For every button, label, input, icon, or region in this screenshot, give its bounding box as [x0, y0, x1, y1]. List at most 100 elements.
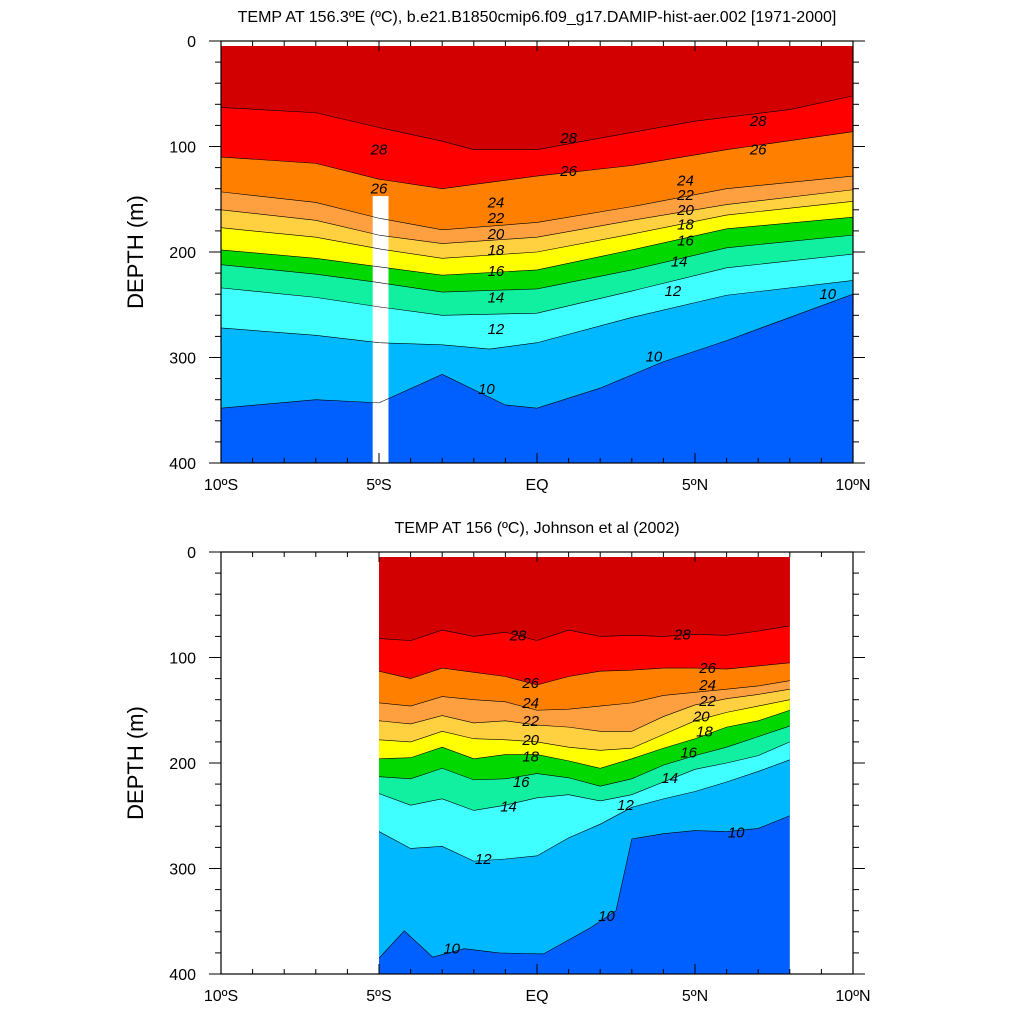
contour-label-20: 20	[676, 202, 694, 219]
contour-label-12: 12	[665, 283, 682, 300]
contour-label-16: 16	[680, 744, 697, 761]
contour-26	[221, 131, 853, 190]
contour-label-16: 16	[488, 263, 505, 280]
contour-label-18: 18	[696, 723, 713, 740]
contour-label-10: 10	[819, 286, 836, 303]
contour-label-18: 18	[522, 749, 539, 766]
contour-label-14: 14	[500, 798, 517, 815]
x-tick-label: 5ºN	[682, 988, 708, 1005]
y-tick-label: 400	[169, 456, 196, 473]
missing-data-column	[372, 196, 389, 463]
contour-label-28: 28	[673, 626, 691, 643]
contour-label-18: 18	[488, 242, 505, 259]
panel-top: TEMP AT 156.3ºE (ºC), b.e21.B1850cmip6.f…	[123, 9, 871, 494]
contour-20	[221, 201, 853, 259]
contour-label-10: 10	[478, 381, 495, 398]
contour-label-28: 28	[370, 142, 388, 159]
contour-label-14: 14	[488, 289, 505, 306]
contour-labels-bottom: 28 28262624242222202018181616141412121010…	[443, 626, 745, 957]
contour-18	[378, 709, 790, 769]
x-tick-label: 5ºN	[682, 477, 708, 494]
contour-label-18: 18	[677, 217, 694, 234]
contour-fills-top	[221, 41, 853, 463]
contour-26	[378, 662, 790, 686]
contour-18	[221, 216, 853, 276]
contour-label-26: 26	[559, 163, 577, 180]
contour-28	[221, 95, 853, 150]
contour-label-10: 10	[646, 348, 663, 365]
contour-label-10: 10	[443, 941, 460, 958]
contour-label-12: 12	[488, 321, 505, 338]
x-tick-label: EQ	[525, 988, 548, 1005]
contour-label-16: 16	[513, 774, 530, 791]
contour-22	[221, 189, 853, 244]
band-28	[379, 557, 790, 641]
contour-label-26: 26	[370, 181, 388, 198]
contour-label-26: 26	[698, 660, 716, 677]
contour-label-20: 20	[692, 709, 710, 726]
chart-title-bottom: TEMP AT 156 (ºC), Johnson et al (2002)	[394, 520, 679, 537]
x-tick-label: 5ºS	[366, 477, 391, 494]
contour-10	[378, 815, 790, 959]
y-axis-label-bottom: DEPTH (m)	[123, 706, 148, 820]
contour-label-28: 28	[559, 130, 577, 147]
x-tick-label: 10ºN	[835, 988, 870, 1005]
contour-label-22: 22	[676, 187, 694, 204]
chart-title-top: TEMP AT 156.3ºE (ºC), b.e21.B1850cmip6.f…	[238, 9, 837, 26]
x-tick-label: 5ºS	[366, 988, 391, 1005]
panel-bottom: TEMP AT 156 (ºC), Johnson et al (2002) D…	[123, 520, 871, 1005]
contour-label-10: 10	[728, 825, 745, 842]
y-tick-label: 0	[187, 545, 196, 562]
contour-label-14: 14	[661, 770, 678, 787]
contour-14	[378, 741, 790, 811]
axis-ticks-bottom: 10ºS 5ºS EQ 5ºN 10ºN 0 100 200 300 400	[169, 545, 870, 1005]
contour-label-20: 20	[521, 732, 539, 749]
x-tick-label: 10ºS	[204, 988, 238, 1005]
contour-label-20: 20	[487, 226, 505, 243]
contour-labels-top: 2828282626262424222220201818161614141212…	[370, 113, 837, 398]
contour-label-26: 26	[521, 675, 539, 692]
y-tick-label: 300	[169, 351, 196, 368]
axis-ticks-top: 10ºS 5ºS EQ 5ºN 10ºN 0 100 200 300 400	[169, 34, 870, 494]
contour-24	[221, 175, 853, 231]
contour-12	[221, 280, 853, 350]
contour-10	[221, 293, 853, 409]
band-28	[221, 46, 853, 150]
contour-16	[378, 725, 790, 787]
y-axis-label-top: DEPTH (m)	[123, 195, 148, 309]
contour-label-10: 10	[598, 908, 615, 925]
contour-22	[378, 688, 790, 732]
x-tick-label: 10ºS	[204, 477, 238, 494]
contour-28	[378, 625, 790, 641]
contour-label-14: 14	[671, 253, 688, 270]
contour-12	[378, 759, 790, 862]
contour-label-28: 28	[749, 113, 767, 130]
contour-20	[378, 699, 790, 751]
contour-label-22: 22	[487, 210, 505, 227]
y-tick-label: 400	[169, 967, 196, 984]
contour-label-12: 12	[617, 797, 634, 814]
y-tick-label: 0	[187, 34, 196, 51]
contour-label-22: 22	[521, 713, 539, 730]
contour-label-24: 24	[521, 695, 539, 712]
x-tick-label: EQ	[525, 477, 548, 494]
y-tick-label: 200	[169, 245, 196, 262]
contour-fills-bottom	[221, 552, 853, 974]
contour-label-12: 12	[475, 851, 492, 868]
contour-14	[221, 253, 853, 316]
contour-label-16: 16	[677, 232, 694, 249]
y-tick-label: 200	[169, 756, 196, 773]
y-tick-label: 100	[169, 651, 196, 668]
contour-lines-bottom	[378, 625, 790, 959]
contour-lines-top	[221, 95, 853, 409]
contour-24	[378, 680, 790, 711]
contour-label-22: 22	[698, 693, 716, 710]
contour-label-28: 28	[509, 627, 527, 644]
contour-label-26: 26	[749, 142, 767, 159]
contour-16	[221, 234, 853, 293]
contour-label-24: 24	[676, 172, 694, 189]
y-tick-label: 300	[169, 862, 196, 879]
contour-label-24: 24	[487, 194, 505, 211]
y-tick-label: 100	[169, 140, 196, 157]
